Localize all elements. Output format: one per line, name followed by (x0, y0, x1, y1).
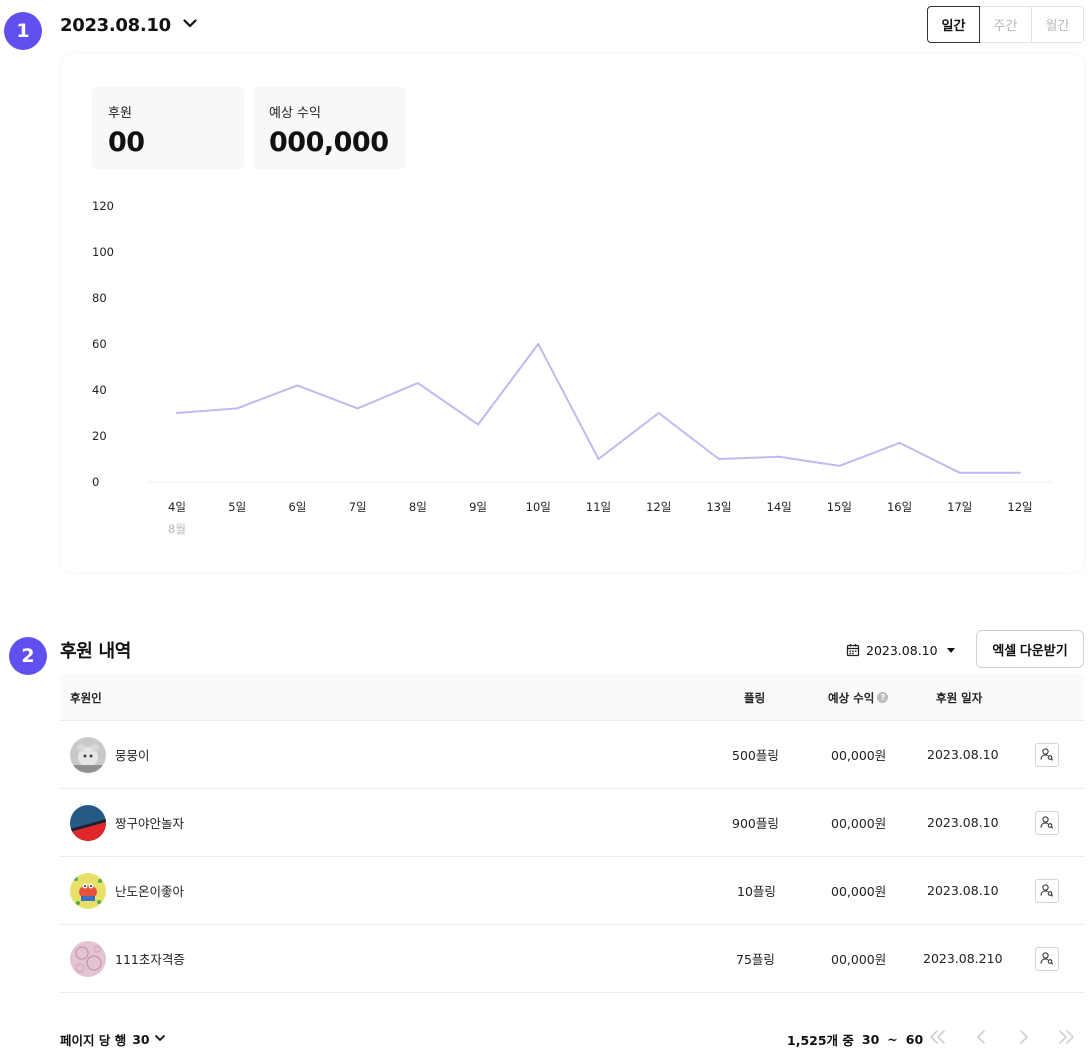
sponsor-name: 짱구야안놀자 (115, 816, 185, 831)
rows-per-page-select[interactable]: 30 (132, 1032, 165, 1047)
selected-date: 2023.08.10 (60, 14, 171, 36)
history-date-filter[interactable]: 2023.08.10 (846, 640, 958, 660)
stat-revenue-value: 000,000 (269, 127, 389, 158)
col-revenue-label: 예상 수익 (828, 690, 875, 705)
user-search-icon (1040, 882, 1054, 901)
table-row: 111초자격증 75플링 00,000원 2023.08.210 (60, 925, 1084, 993)
chevron-left-icon (975, 1029, 987, 1049)
range-start: 30 (861, 1031, 880, 1047)
avatar (70, 737, 106, 773)
sponsor-name: 난도온이좋아 (115, 884, 185, 899)
next-page-button[interactable] (1013, 1028, 1035, 1050)
step-badge-2: 2 (9, 637, 47, 675)
sponsor-name: 111초자격증 (115, 952, 185, 967)
user-search-icon (1040, 814, 1054, 833)
avatar (70, 805, 106, 841)
rows-per-page: 페이지 당 행 30 (60, 1029, 166, 1049)
table-row: 짱구야안놀자 900플링 00,000원 2023.08.10 (60, 789, 1084, 857)
stat-sponsor-label: 후원 (108, 106, 132, 121)
avatar (70, 873, 106, 909)
table-row: 난도온이좋아 10플링 00,000원 2023.08.10 (60, 857, 1084, 925)
chevron-down-icon (154, 1032, 166, 1047)
table-row: 뭉뭉이 500플링 00,000원 2023.08.10 (60, 721, 1084, 789)
date-selector[interactable]: 2023.08.10 (60, 10, 199, 40)
sponsor-date: 2023.08.10 (927, 883, 999, 898)
pling-amount: 500플링 (732, 748, 779, 763)
user-search-icon (1040, 746, 1054, 765)
revenue-amount: 00,000원 (831, 816, 887, 831)
pling-amount: 75플링 (736, 952, 775, 967)
view-profile-button[interactable] (1035, 811, 1059, 835)
rows-per-page-value: 30 (132, 1031, 150, 1047)
history-date-text: 2023.08.10 (866, 642, 938, 658)
range-separator: ~ (887, 1031, 898, 1047)
double-chevron-right-icon (1056, 1029, 1076, 1049)
calendar-icon (846, 643, 860, 657)
avatar (70, 941, 106, 977)
first-page-button[interactable] (927, 1028, 949, 1050)
sponsor-date: 2023.08.10 (927, 747, 999, 762)
rows-per-page-label: 페이지 당 행 (60, 1032, 127, 1048)
col-pling: 플링 (744, 690, 766, 705)
col-sponsor: 후원인 (70, 690, 102, 705)
user-search-icon (1040, 950, 1054, 969)
help-icon[interactable]: ? (877, 692, 889, 703)
sponsor-date: 2023.08.10 (927, 815, 999, 830)
table-header: 후원인 플링 예상 수익 ? 후원 일자 (60, 674, 1084, 721)
sponsor-date: 2023.08.210 (923, 951, 1003, 966)
stat-revenue-label: 예상 수익 (269, 106, 321, 121)
pling-amount: 10플링 (737, 884, 776, 899)
col-revenue: 예상 수익 ? (828, 674, 889, 721)
excel-download-button[interactable]: 엑셀 다운받기 (976, 630, 1084, 668)
chevron-down-icon (181, 14, 199, 36)
revenue-amount: 00,000원 (831, 952, 887, 967)
sponsor-name: 뭉뭉이 (115, 748, 150, 763)
prev-page-button[interactable] (970, 1028, 992, 1050)
stats-card: 후원 00 예상 수익 000,000 (61, 54, 1084, 572)
stat-sponsor-value: 00 (108, 127, 145, 158)
last-page-button[interactable] (1055, 1028, 1077, 1050)
caret-down-icon (944, 645, 958, 655)
section-title: 후원 내역 (60, 641, 132, 662)
step-badge-1: 1 (4, 12, 42, 50)
total-count: 1,525개 중 (787, 1032, 854, 1048)
page-range: 1,525개 중 30 ~ 60 (787, 1029, 923, 1049)
view-profile-button[interactable] (1035, 947, 1059, 971)
range-end: 60 (905, 1031, 924, 1047)
double-chevron-left-icon (928, 1029, 948, 1049)
revenue-amount: 00,000원 (831, 748, 887, 763)
col-date: 후원 일자 (936, 690, 983, 705)
view-profile-button[interactable] (1035, 743, 1059, 767)
revenue-amount: 00,000원 (831, 884, 887, 899)
chevron-right-icon (1018, 1029, 1030, 1049)
tab-weekly[interactable]: 주간 (980, 6, 1032, 43)
view-profile-button[interactable] (1035, 879, 1059, 903)
tab-monthly[interactable]: 월간 (1032, 6, 1084, 43)
stat-sponsor: 후원 00 (92, 87, 244, 169)
period-toggle: 일간 주간 월간 (927, 6, 1084, 43)
tab-daily[interactable]: 일간 (927, 6, 980, 43)
pling-amount: 900플링 (732, 816, 779, 831)
stat-revenue: 예상 수익 000,000 (253, 87, 406, 169)
